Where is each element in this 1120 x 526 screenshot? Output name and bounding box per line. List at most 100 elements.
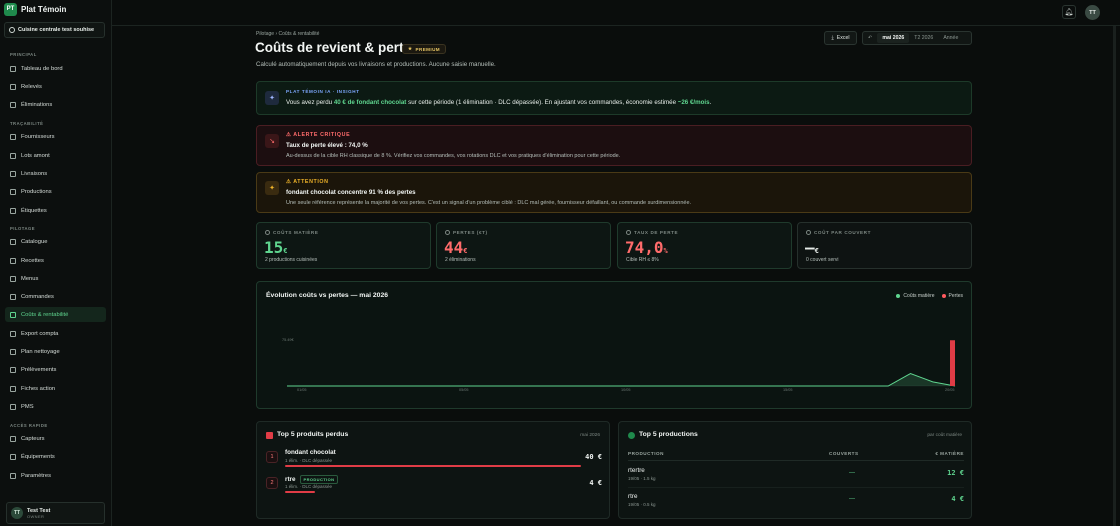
critical-alert: ↘ ⚠ ALERTE CRITIQUE Taux de perte élevé …	[256, 125, 972, 166]
section-principal: PRINCIPAL	[10, 52, 37, 57]
kpi-pertes: PERTES (€T) 44€ 2 éliminations	[436, 222, 611, 269]
scrollbar[interactable]	[1113, 26, 1116, 526]
kpi-label: TAUX DE PERTE	[626, 230, 678, 235]
book-icon	[10, 238, 16, 245]
product-name-text: rtre	[285, 476, 296, 483]
bell-icon[interactable]: 🔔︎	[1062, 5, 1076, 19]
calendar-icon[interactable]: ↶	[868, 35, 873, 41]
nav-plan-nettoyage[interactable]: Plan nettoyage	[5, 344, 106, 359]
product-name: fondant chocolat	[285, 449, 336, 456]
nav-catalogue[interactable]: Catalogue	[5, 234, 106, 249]
product-name: rtre PRODUCTION	[285, 475, 339, 484]
nav-productions[interactable]: Productions	[5, 184, 106, 199]
nav-commandes[interactable]: Commandes	[5, 289, 106, 304]
kpi-sub: 2 éliminations	[445, 257, 476, 263]
gear-icon	[10, 453, 16, 460]
list-item[interactable]: 2 rtre PRODUCTION 1 élim. · DLC dépassée …	[266, 475, 602, 501]
kpi-value: —€	[805, 238, 819, 257]
loss-bar-mark[interactable]	[950, 340, 955, 386]
ia-text-part: .	[709, 99, 712, 106]
x-tick-label: 20/05	[945, 388, 955, 392]
period-month[interactable]: mai 2026	[877, 33, 910, 43]
nav-releves[interactable]: Relevés	[5, 79, 106, 94]
kpi-number: 44	[444, 238, 464, 257]
nav-fiches-action[interactable]: Fiches action	[5, 381, 106, 396]
nav-capteurs[interactable]: Capteurs	[5, 431, 106, 446]
nav-fournisseurs[interactable]: Fournisseurs	[5, 129, 106, 144]
ia-text-part: Vous avez perdu	[286, 99, 334, 106]
nav-export-compta[interactable]: Export compta	[5, 326, 106, 341]
trash-icon	[266, 432, 273, 439]
nav-prelevements[interactable]: Prélèvements	[5, 362, 106, 377]
trash-icon	[10, 101, 16, 108]
trend-down-icon: ↘	[265, 134, 279, 148]
kitchen-icon	[9, 27, 15, 33]
x-tick-label: 10/05	[621, 388, 631, 392]
period-selector: ↶ mai 2026 T2 2026 Année	[862, 31, 972, 45]
top-productions-card: Top 5 productions par coût matière PRODU…	[618, 421, 972, 519]
chef-icon	[10, 188, 16, 195]
nav-equipements[interactable]: Équipements	[5, 449, 106, 464]
nav-label: Menus	[21, 275, 39, 282]
legend-item-losses[interactable]: Pertes	[941, 293, 963, 299]
nav-label: Livraisons	[21, 170, 48, 177]
box-icon	[10, 152, 16, 159]
kpi-label-text: COÛTS MATIÈRE	[273, 230, 319, 235]
kpi-label-text: PERTES (€T)	[453, 230, 488, 235]
top-avatar[interactable]: TT	[1085, 5, 1100, 20]
nav-lots-amont[interactable]: Lots amont	[5, 148, 106, 163]
dashboard-icon	[10, 65, 16, 72]
nav-label: Étiquettes	[21, 207, 47, 214]
critical-label: ⚠ ALERTE CRITIQUE	[286, 132, 351, 138]
nav-tableau-de-bord[interactable]: Tableau de bord	[5, 61, 106, 76]
production-meta: 19/05 · 0.5 kg	[628, 502, 656, 507]
table-row[interactable]: rtre 19/05 · 0.5 kg — 4 €	[628, 488, 964, 514]
warning-label-text: ATTENTION	[293, 179, 329, 185]
nav-label: Coûts & rentabilité	[21, 311, 69, 318]
nav-livraisons[interactable]: Livraisons	[5, 166, 106, 181]
kpi-value: 74,0%	[625, 238, 668, 257]
production-couverts: —	[849, 470, 855, 476]
nav-pms[interactable]: PMS	[5, 399, 106, 414]
kpi-label: COÛTS MATIÈRE	[265, 230, 319, 235]
ia-highlight: ~26 €/mois	[677, 99, 710, 106]
costs-line[interactable]	[287, 372, 956, 387]
nav-couts-rentabilite[interactable]: Coûts & rentabilité	[5, 307, 106, 322]
nav-etiquettes[interactable]: Étiquettes	[5, 203, 106, 218]
nav-label: Relevés	[21, 83, 42, 90]
period-quarter[interactable]: T2 2026	[914, 35, 934, 41]
nav-recettes[interactable]: Recettes	[5, 253, 106, 268]
period-year[interactable]: Année	[943, 35, 959, 41]
loss-amount: 4 €	[589, 479, 602, 487]
nav-label: Fournisseurs	[21, 133, 55, 140]
coin-icon	[265, 230, 270, 235]
table-row[interactable]: rtertre 19/05 · 1.5 kg — 12 €	[628, 462, 964, 488]
nav-menus[interactable]: Menus	[5, 271, 106, 286]
excel-export-button[interactable]: ⤓ Excel	[824, 31, 857, 45]
top-losses-title: Top 5 produits perdus	[277, 431, 349, 438]
nav-label: Tableau de bord	[21, 65, 63, 72]
menu-icon	[10, 275, 16, 282]
sparkle-icon: ✦	[265, 181, 279, 195]
chart-svg[interactable]: 75.49€ 01/05 05/05 10/05 15/05 20/05	[257, 282, 973, 410]
user-menu[interactable]: TT Test Test OWNER	[6, 502, 105, 524]
costs-area	[287, 373, 955, 386]
col-couverts: COUVERTS	[829, 451, 859, 456]
user-name: Test Test	[27, 507, 51, 514]
kpi-label: COÛT PAR COUVERT	[806, 230, 871, 235]
nav-eliminations[interactable]: Éliminations	[5, 97, 106, 112]
legend-item-costs[interactable]: Coûts matière	[896, 293, 935, 299]
warning-text: Une seule référence représente la majori…	[286, 200, 692, 206]
chart-legend: Coûts matière Pertes	[896, 293, 963, 299]
kpi-number: —	[805, 238, 815, 257]
nav-parametres[interactable]: Paramètres	[5, 468, 106, 483]
topbar: 🔔︎ TT	[112, 0, 1120, 26]
legend-swatch	[941, 294, 946, 298]
kpi-sub: 0 couvert servi	[806, 257, 839, 263]
user-role: OWNER	[27, 513, 45, 519]
brand[interactable]: PT Plat Témoin	[4, 2, 108, 16]
kitchen-selector[interactable]: Cuisine centrale test souhise	[4, 22, 105, 38]
clipboard-icon	[10, 385, 16, 392]
list-item[interactable]: 1 fondant chocolat 1 élim. · DLC dépassé…	[266, 449, 602, 475]
cart-icon	[10, 293, 16, 300]
